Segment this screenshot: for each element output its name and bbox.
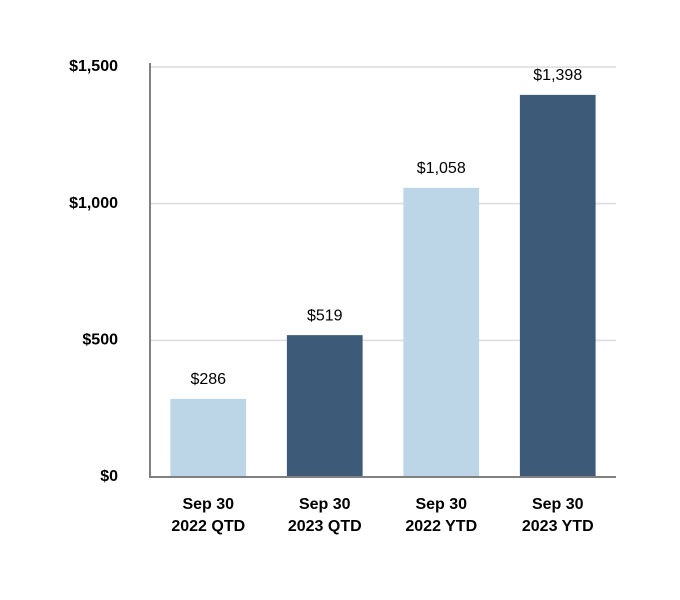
x-tick-label: Sep 30 (415, 496, 467, 513)
y-tick-label: $1,500 (69, 58, 118, 75)
value-label: $519 (307, 307, 343, 324)
x-tick-label: Sep 30 (532, 496, 584, 513)
y-tick-label: $0 (100, 468, 118, 485)
value-label: $286 (190, 371, 226, 388)
x-tick-label: 2023 YTD (522, 518, 594, 535)
bar (519, 94, 596, 477)
x-tick-label: 2022 YTD (405, 518, 477, 535)
value-label: $1,398 (533, 67, 582, 84)
bar (170, 398, 247, 477)
x-tick-label: 2023 QTD (288, 518, 362, 535)
x-tick-label: Sep 30 (182, 496, 234, 513)
bar (403, 187, 480, 477)
value-label: $1,058 (417, 160, 466, 177)
x-tick-label: Sep 30 (299, 496, 351, 513)
y-tick-label: $1,000 (69, 195, 118, 212)
x-tick-label: 2022 QTD (171, 518, 245, 535)
y-tick-label: $500 (82, 332, 118, 349)
bar (286, 335, 363, 477)
